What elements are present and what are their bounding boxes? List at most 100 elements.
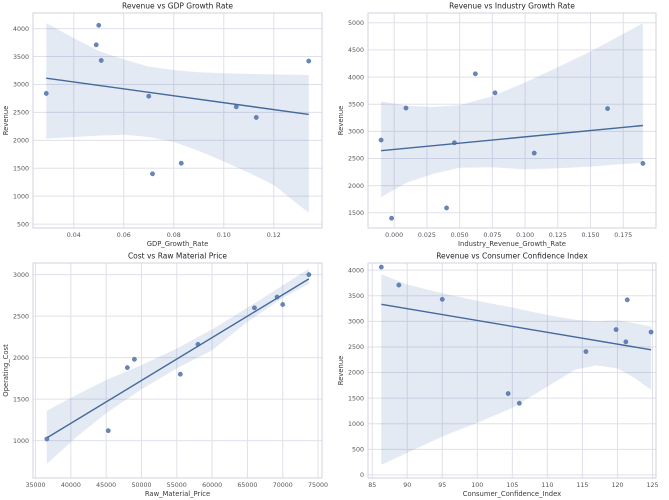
y-axis-label: Revenue: [2, 106, 10, 136]
data-point: [531, 150, 537, 156]
regression-line: [46, 77, 309, 116]
y-tick-label: 3000: [13, 272, 29, 279]
confidence-band: [46, 268, 309, 464]
y-tick-label: 1500: [13, 396, 29, 403]
x-tick-label: 90: [403, 482, 411, 489]
regression-line: [46, 278, 310, 439]
data-point: [396, 282, 402, 288]
confidence-band: [381, 274, 652, 465]
data-point: [124, 365, 130, 371]
x-tick-label: 0.000: [385, 232, 403, 239]
y-tick-label: 3000: [348, 129, 364, 136]
x-tick-label: 0.12: [267, 232, 281, 239]
y-tick-label: 1000: [13, 438, 29, 445]
data-point: [44, 436, 50, 442]
y-tick-label: 1500: [348, 395, 364, 402]
data-point: [280, 302, 286, 307]
data-point: [389, 215, 395, 221]
y-tick-label: 2500: [348, 156, 364, 163]
x-tick-label: 110: [541, 482, 553, 489]
x-tick-label: 45000: [96, 482, 116, 489]
y-tick-label: 4000: [13, 26, 29, 33]
data-point: [403, 105, 409, 111]
x-tick-label: 75000: [308, 482, 328, 489]
x-tick-label: 0.04: [67, 232, 81, 239]
data-point: [605, 106, 611, 112]
data-point: [306, 272, 312, 278]
data-point: [177, 371, 183, 377]
y-axis-label: Revenue: [337, 106, 345, 136]
x-tick-label: 35000: [26, 482, 46, 489]
plot-border: [32, 12, 323, 229]
confidence-band: [46, 23, 309, 213]
data-point: [96, 22, 102, 28]
y-tick-label: 3000: [13, 82, 29, 89]
y-tick-label: 3500: [348, 293, 364, 300]
x-tick-label: 85: [368, 482, 376, 489]
data-point: [195, 341, 201, 347]
regression-line: [381, 124, 643, 152]
y-tick-label: 2000: [348, 370, 364, 377]
data-point: [492, 90, 498, 96]
data-point: [306, 58, 312, 64]
x-tick-label: 50000: [131, 482, 151, 489]
y-tick-label: 4500: [348, 47, 364, 54]
x-tick-label: 0.150: [582, 232, 600, 239]
data-point: [98, 58, 104, 63]
x-tick-label: 70000: [273, 482, 293, 489]
x-axis-label: Consumer_Confidence_Index: [463, 490, 561, 498]
x-tick-label: 0.050: [451, 232, 469, 239]
x-tick-label: 65000: [237, 482, 257, 489]
y-tick-label: 2500: [348, 344, 364, 351]
chart-panel-revenue-confidence: 85 90 95 100 105 110 115 120 125 0 500 1000 1500 2000…: [335, 250, 669, 500]
data-point: [150, 171, 155, 177]
y-tick-label: 1000: [348, 421, 364, 428]
data-point: [623, 339, 629, 345]
y-tick-label: 2000: [13, 355, 29, 362]
x-tick-label: 40000: [61, 482, 81, 489]
y-tick-label: 2500: [13, 313, 29, 320]
y-axis-label: Operating_Cost: [2, 344, 10, 397]
plot-border: [32, 262, 323, 479]
chart-svg: 0.000 0.025 0.050 0.075 0.100 0.125 0.150 0.175…: [337, 2, 657, 248]
confidence-band: [381, 23, 643, 198]
data-point: [505, 391, 511, 396]
data-point: [451, 140, 457, 146]
data-point: [378, 137, 384, 143]
data-point: [640, 160, 646, 166]
chart-panel-revenue-gdp: 0.04 0.06 0.08 0.10 0.12 500 1000 1500 2000 2500 3…: [0, 0, 335, 250]
chart-title: Revenue vs GDP Growth Rate: [122, 2, 233, 11]
data-point: [444, 205, 449, 211]
data-point: [233, 104, 239, 110]
y-tick-label: 4000: [348, 267, 364, 274]
x-tick-label: 120: [611, 482, 623, 489]
y-tick-label: 1000: [13, 193, 29, 200]
chart-title: Revenue vs Consumer Confidence Index: [436, 252, 588, 261]
data-point: [253, 114, 259, 120]
plot-border: [367, 262, 657, 479]
x-tick-label: 105: [506, 482, 518, 489]
x-axis-label: Industry_Revenue_Growth_Rate: [458, 240, 566, 248]
data-point: [252, 305, 257, 311]
y-tick-label: 500: [352, 447, 364, 454]
chart-title: Revenue vs Industry Growth Rate: [449, 2, 575, 11]
chart-svg: 0.04 0.06 0.08 0.10 0.12 500 1000 1500 2000 2500 3…: [2, 2, 323, 248]
x-tick-label: 0.025: [418, 232, 436, 239]
data-point: [131, 356, 137, 362]
data-point: [439, 296, 445, 302]
data-point: [624, 297, 630, 303]
data-point: [146, 93, 152, 99]
data-point: [472, 71, 478, 77]
x-tick-label: 0.125: [549, 232, 567, 239]
x-tick-label: 0.075: [483, 232, 501, 239]
x-tick-label: 55000: [167, 482, 187, 489]
y-tick-label: 2000: [13, 138, 29, 145]
data-point: [178, 160, 184, 166]
x-tick-label: 115: [576, 482, 588, 489]
data-point: [93, 42, 99, 48]
x-axis-label: GDP_Growth_Rate: [147, 240, 209, 248]
data-point: [105, 428, 111, 434]
chart-panel-cost-raw-material: 35000 40000 45000 50000 55000 60000 65000 70000…: [0, 250, 335, 500]
y-tick-label: 1500: [348, 210, 364, 217]
y-tick-label: 3500: [348, 101, 364, 108]
